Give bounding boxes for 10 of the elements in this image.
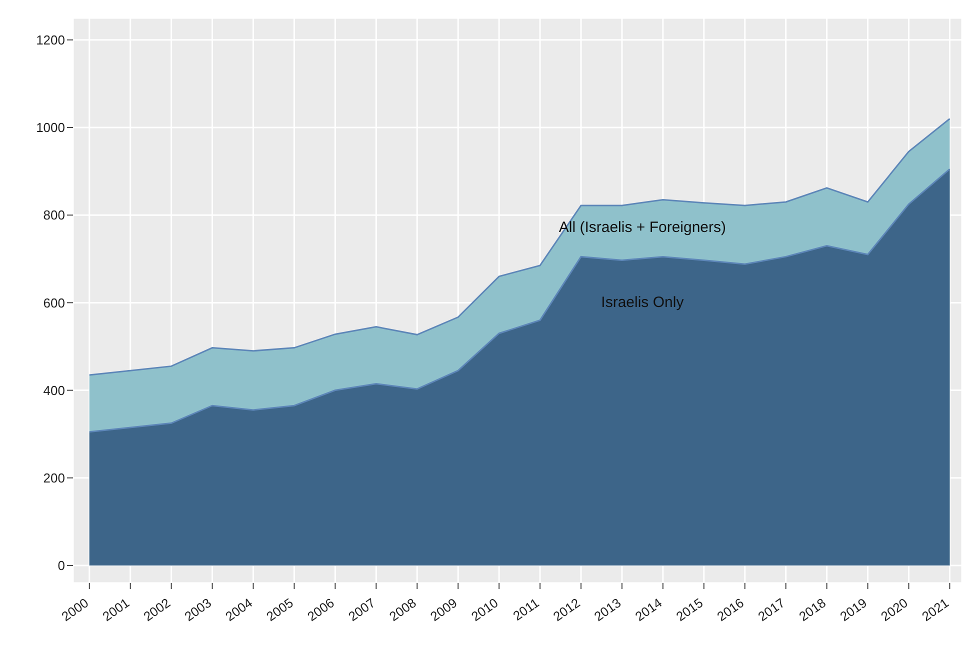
y-tick-label: 0: [58, 558, 65, 574]
series-label: All (Israelis + Foreigners): [558, 219, 726, 236]
series-label: Israelis Only: [601, 294, 684, 311]
x-tick-label: 2011: [510, 595, 542, 624]
y-tick-label: 400: [43, 382, 65, 398]
y-tick-label: 200: [43, 470, 65, 486]
y-tick-label: 1200: [36, 32, 65, 48]
y-tick-label: 600: [43, 295, 65, 310]
y-tick-label: 1000: [36, 120, 65, 136]
y-tick-label: 800: [43, 208, 65, 223]
